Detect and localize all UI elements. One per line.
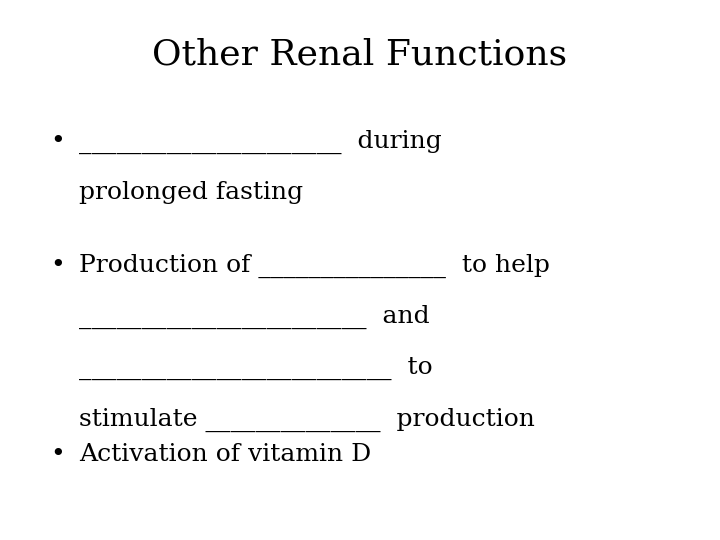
Text: prolonged fasting: prolonged fasting <box>79 181 303 204</box>
Text: •: • <box>50 443 65 466</box>
Text: •: • <box>50 254 65 277</box>
Text: Activation of vitamin D: Activation of vitamin D <box>79 443 372 466</box>
Text: Production of _______________  to help: Production of _______________ to help <box>79 254 550 278</box>
Text: Other Renal Functions: Other Renal Functions <box>153 38 567 72</box>
Text: stimulate ______________  production: stimulate ______________ production <box>79 408 535 432</box>
Text: _____________________  during: _____________________ during <box>79 130 442 154</box>
Text: _______________________  and: _______________________ and <box>79 305 430 329</box>
Text: •: • <box>50 130 65 153</box>
Text: _________________________  to: _________________________ to <box>79 356 433 380</box>
